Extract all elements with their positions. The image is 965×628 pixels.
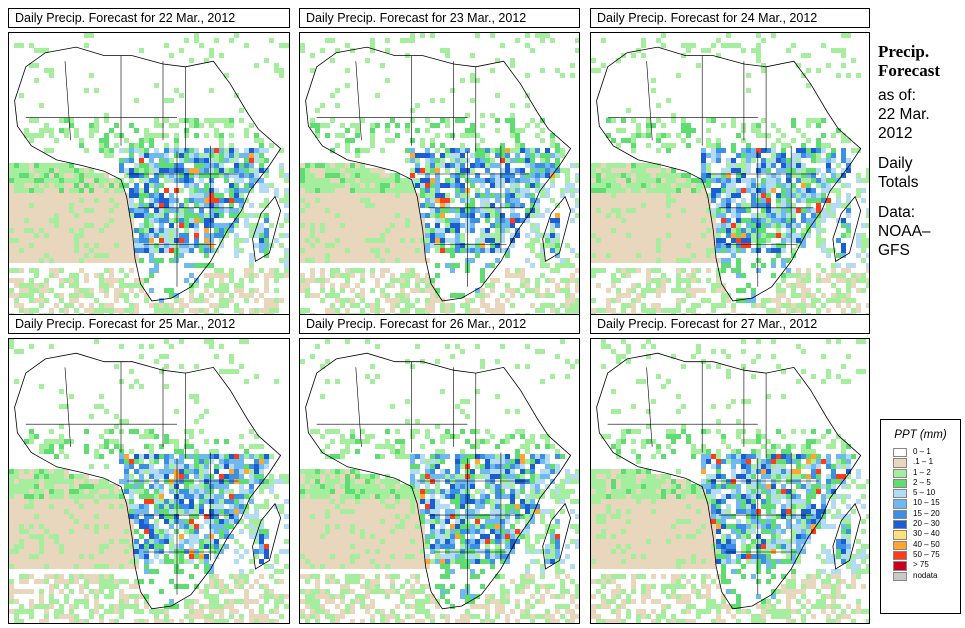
panel-title: Daily Precip. Forecast for 22 Mar., 2012 [8, 8, 290, 28]
precip-map-graphic [9, 339, 289, 623]
country-border [64, 61, 71, 141]
precip-map-graphic [300, 339, 579, 623]
country-border [355, 367, 362, 447]
madagascar-coastline [832, 502, 862, 570]
data-label: Data: [878, 204, 916, 221]
africa-coastline [305, 46, 572, 302]
asof-date: 22 Mar. [878, 106, 930, 123]
precip-field [591, 339, 869, 623]
legend-swatch [893, 561, 907, 571]
legend-item: nodata [881, 570, 960, 582]
legend-label: 10 – 15 [913, 498, 940, 508]
precip-map-graphic [300, 33, 579, 315]
legend-swatch [893, 550, 907, 561]
legend-item: 10 – 15 [881, 498, 960, 509]
madagascar-coastline [542, 502, 572, 570]
legend-item: 5 – 10 [881, 488, 960, 499]
africa-coastline [305, 352, 572, 610]
madagascar-coastline [252, 502, 282, 570]
data-source: NOAA– [878, 223, 931, 240]
precip-map [299, 338, 580, 624]
legend-label: 40 – 50 [913, 539, 940, 549]
legend-label: 20 – 30 [913, 519, 940, 529]
legend-swatch [893, 468, 907, 478]
precip-field [300, 33, 579, 315]
legend-item: 2 – 5 [881, 477, 960, 489]
asof-year: 2012 [878, 125, 913, 142]
legend-label: > 75 [913, 560, 929, 570]
legend-label: 1 – 2 [913, 467, 931, 477]
madagascar-coastline [252, 195, 282, 263]
legend-item: 1 – 2 [881, 467, 960, 479]
precip-map-graphic [591, 339, 869, 623]
country-border [646, 61, 653, 141]
precip-map [8, 338, 290, 624]
madagascar-coastline [542, 195, 572, 263]
legend-swatch [893, 520, 907, 530]
precip-map [590, 338, 870, 624]
legend-item: 20 – 30 [881, 519, 960, 530]
country-border [355, 61, 362, 141]
legend-swatch [893, 530, 907, 540]
precip-field [9, 33, 289, 315]
legend-label: 50 – 75 [913, 549, 940, 559]
legend-swatch [893, 458, 907, 468]
madagascar-coastline [832, 195, 862, 263]
legend-label: nodata [913, 570, 938, 580]
legend-swatch [893, 489, 907, 499]
legend-swatch [893, 540, 907, 550]
legend-swatch [893, 571, 907, 581]
legend-item: .1 – 1 [881, 457, 960, 468]
panel-title: Daily Precip. Forecast for 27 Mar., 2012 [590, 314, 870, 334]
totals-label: Totals [878, 174, 919, 191]
legend-label: 0 – 1 [913, 447, 931, 456]
africa-coastline [596, 46, 862, 302]
data-source: GFS [878, 242, 910, 259]
precip-field [9, 339, 289, 623]
asof-label: as of: [878, 87, 916, 104]
legend-label: 5 – 10 [913, 488, 936, 498]
precip-field [591, 33, 869, 315]
legend-label: 2 – 5 [913, 477, 931, 487]
legend-swatch [893, 478, 907, 489]
panel-title: Daily Precip. Forecast for 25 Mar., 2012 [8, 314, 290, 334]
africa-coastline [14, 352, 282, 610]
africa-coastline [596, 352, 862, 610]
legend-swatch [893, 509, 907, 520]
legend-swatch [893, 448, 907, 458]
precip-map [8, 32, 290, 316]
title-line: Forecast [878, 61, 940, 80]
legend-item: 50 – 75 [881, 549, 960, 561]
precip-map [590, 32, 870, 316]
legend-item: 30 – 40 [881, 529, 960, 540]
legend-title: PPT (mm) [894, 429, 947, 441]
precip-map-graphic [591, 33, 869, 315]
legend-label: .1 – 1 [913, 457, 934, 467]
panel-title: Daily Precip. Forecast for 23 Mar., 2012 [299, 8, 580, 28]
side-annotation: Precip. Forecast as of: 22 Mar. 2012 Dai… [878, 42, 963, 260]
precip-map [299, 32, 580, 316]
legend-label: 30 – 40 [913, 529, 940, 539]
country-border [64, 367, 71, 447]
precip-map-graphic [9, 33, 289, 315]
country-border [646, 367, 653, 447]
africa-coastline [14, 46, 282, 302]
legend-item: 0 – 1 [881, 447, 960, 458]
legend-item: 40 – 50 [881, 539, 960, 551]
panel-title: Daily Precip. Forecast for 26 Mar., 2012 [299, 314, 580, 334]
legend-item: > 75 [881, 560, 960, 571]
title-line: Precip. [878, 42, 930, 61]
panel-title: Daily Precip. Forecast for 24 Mar., 2012 [590, 8, 870, 28]
daily-label: Daily [878, 155, 913, 172]
legend-label: 15 – 20 [913, 508, 940, 518]
legend-swatch [893, 499, 907, 509]
legend-item: 15 – 20 [881, 508, 960, 520]
